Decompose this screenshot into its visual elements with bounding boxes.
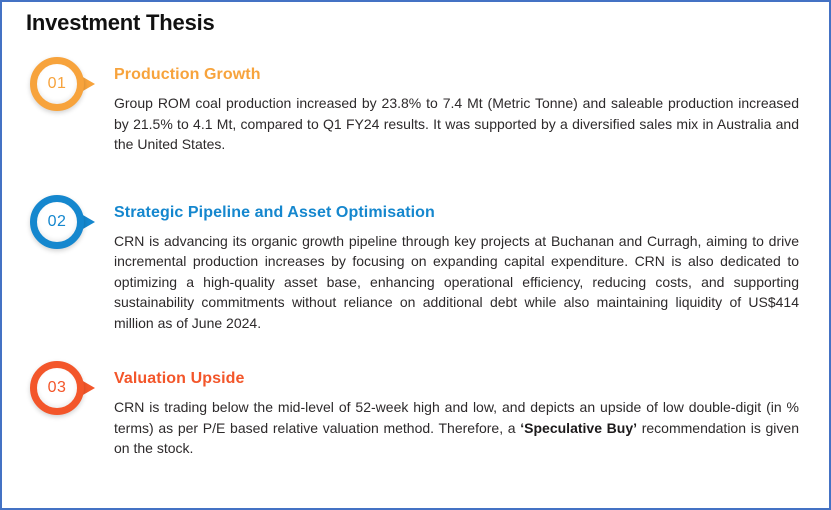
section-strategic-pipeline: 02 Strategic Pipeline and Asset Optimisa… [26,194,799,334]
badge-column: 01 [26,57,114,111]
page-title: Investment Thesis [26,10,215,35]
body-text-pre: CRN is trading below the mid-level of 52… [114,399,799,436]
step-pin-badge-01: 01 [30,57,95,111]
badge-column: 02 [26,194,114,249]
step-number: 03 [30,361,84,415]
section-valuation-upside: 03 Valuation Upside CRN is trading below… [26,361,799,459]
recommendation-highlight: ‘Speculative Buy’ [520,419,638,436]
section-content: Valuation Upside CRN is trading below th… [114,361,799,459]
section-content: Production Growth Group ROM coal product… [114,57,799,155]
badge-column: 03 [26,361,114,415]
section-body: CRN is trading below the mid-level of 52… [114,397,799,459]
section-heading: Production Growth [114,66,261,83]
section-body: Group ROM coal production increased by 2… [114,95,799,152]
step-pin-badge-03: 03 [30,361,95,415]
section-heading: Valuation Upside [114,370,245,387]
step-pin-badge-02: 02 [30,194,95,249]
section-content: Strategic Pipeline and Asset Optimisatio… [114,195,799,334]
body-text-post: recommendation is given on the stock. [114,419,799,457]
section-body: CRN is advancing its organic growth pipe… [114,232,799,331]
section-heading: Strategic Pipeline and Asset Optimisatio… [114,203,435,221]
step-number: 02 [30,194,84,249]
section-production-growth: 01 Production Growth Group ROM coal prod… [26,57,799,155]
step-number: 01 [30,57,84,111]
